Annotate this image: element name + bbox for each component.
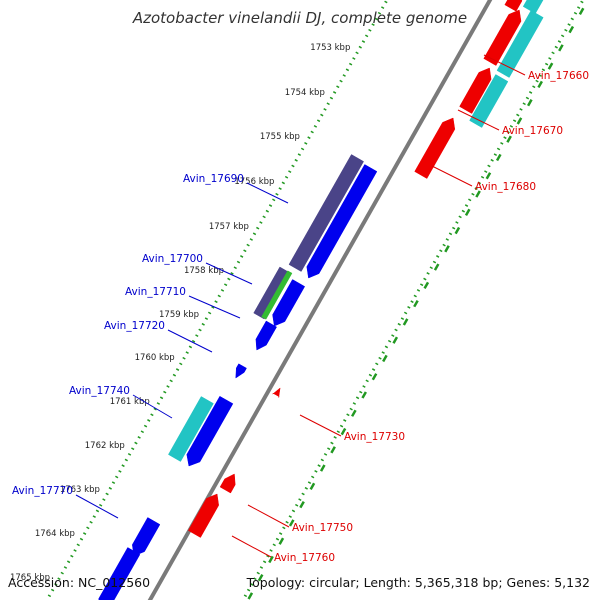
forward-cds-bottom — [98, 547, 141, 600]
reverse-cds-avin-17650 — [504, 0, 523, 12]
forward-cds-avin-17770 — [132, 517, 161, 557]
outer-dash-ring — [246, 0, 590, 600]
tick-ring-layer: 1753 kbp 1754 kbp 1755 kbp 1756 kbp 1757 kbp… — [10, 0, 590, 600]
reverse-label-leader — [431, 165, 473, 187]
cyan-feature-avin-17740 — [168, 396, 214, 462]
scale-tick-label: 1763 kbp — [60, 485, 100, 495]
reverse-gene-label: Avin_17730 — [344, 431, 405, 443]
reverse-gene-label: Avin_17660 — [528, 70, 589, 82]
forward-cds-avin-17730f — [235, 363, 247, 379]
forward-label-leader — [132, 394, 173, 419]
reverse-cds-avin-17680 — [414, 117, 456, 179]
reverse-label-leader — [231, 535, 272, 558]
scale-tick-label: 1756 kbp — [234, 177, 274, 187]
reverse-label-leader — [247, 504, 290, 528]
forward-gene-label: Avin_17770 — [12, 485, 73, 497]
cyan-feature-avin-17670 — [469, 74, 509, 128]
scale-tick-label: 1755 kbp — [260, 132, 300, 142]
reverse-cds-avin-17670 — [459, 67, 492, 114]
reverse-cds-avin-17750 — [219, 473, 236, 494]
forward-gene-label: Avin_17690 — [183, 173, 244, 185]
forward-label-leader — [75, 494, 119, 519]
reverse-cds-avin-17730 — [272, 387, 281, 398]
feature-layer — [98, 0, 544, 600]
accession-text: Accession: NC_012560 — [8, 575, 150, 590]
reverse-label-leader — [299, 414, 342, 437]
forward-label-leader — [188, 295, 241, 319]
topology-text: Topology: circular; Length: 5,365,318 bp… — [246, 575, 590, 590]
scale-tick-label: 1757 kbp — [209, 222, 249, 232]
forward-label-leader — [205, 262, 253, 285]
reverse-gene-label: Avin_17750 — [292, 522, 353, 534]
forward-gene-label: Avin_17740 — [69, 385, 130, 397]
reverse-cds-avin-17760 — [187, 493, 219, 538]
scale-tick-label: 1758 kbp — [184, 266, 224, 276]
reverse-cds-avin-17660 — [483, 9, 522, 66]
reverse-gene-label: Avin_17670 — [502, 125, 563, 137]
forward-cds-avin-17740 — [186, 395, 234, 467]
scale-tick-label: 1764 kbp — [35, 529, 75, 539]
forward-cds-avin-17690 — [306, 164, 378, 279]
forward-cds-avin-17720 — [255, 320, 277, 351]
scale-tick-label: 1754 kbp — [285, 88, 325, 98]
inner-tick-ring — [45, 0, 389, 600]
forward-gene-label: Avin_17710 — [125, 286, 186, 298]
scale-tick-label: 1753 kbp — [310, 43, 350, 53]
reverse-gene-label: Avin_17760 — [274, 552, 335, 564]
forward-cds-avin-17710 — [272, 279, 306, 327]
reverse-label-leader — [483, 54, 526, 76]
label-layer: Avin_17690 Avin_17700 Avin_17710 Avin_17720… — [12, 54, 589, 564]
reverse-gene-label: Avin_17680 — [475, 181, 536, 193]
forward-label-leader — [167, 329, 213, 353]
forward-gene-label: Avin_17720 — [104, 320, 165, 332]
scale-tick-label: 1762 kbp — [85, 441, 125, 451]
scale-tick-label: 1760 kbp — [135, 353, 175, 363]
green-feature-avin-17700 — [261, 270, 293, 320]
cyan-feature-avin-17660 — [496, 10, 544, 78]
reverse-label-leader — [457, 109, 500, 131]
forward-label-leader — [246, 182, 289, 204]
scale-tick-label: 1761 kbp — [110, 397, 150, 407]
scale-tick-label: 1765 kbp — [10, 573, 50, 583]
cyan-feature-top — [522, 0, 544, 14]
scale-tick-label: 1759 kbp — [159, 310, 199, 320]
purple-feature-avin-17690 — [288, 154, 364, 272]
map-title: Azotobacter vinelandii DJ, complete geno… — [132, 9, 467, 27]
forward-gene-label: Avin_17700 — [142, 253, 203, 265]
